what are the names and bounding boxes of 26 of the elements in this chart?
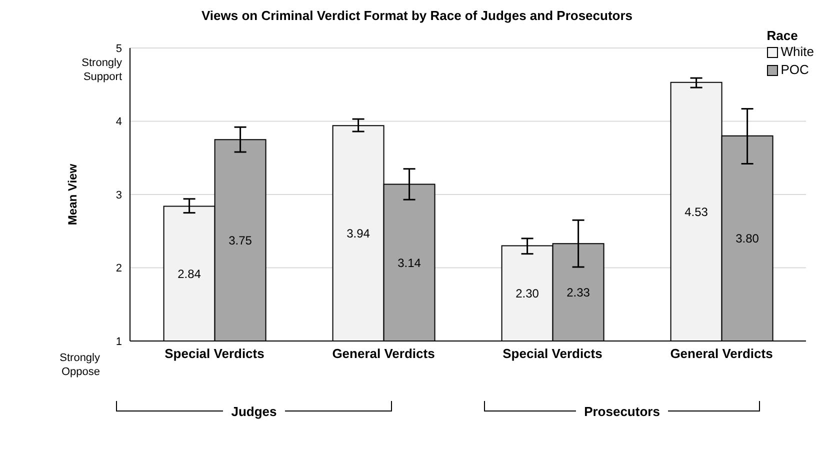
data-label: 3.75 [228,234,252,248]
legend-title: Race [766,28,799,43]
x-tick-label: General Verdicts [332,346,435,362]
y-tick-label: 2 [116,262,122,275]
x-tick-label: Special Verdicts [502,346,602,362]
data-label: 2.84 [178,266,202,281]
legend-label: White [780,43,814,61]
text: Strongly Support [80,56,122,84]
legend-label: POC [780,61,809,79]
y-tick-label: 5 [116,42,122,55]
y-tick-label: 1 [116,336,122,348]
data-label: 3.94 [346,226,370,241]
y-tick-label: 3 [116,189,122,202]
text: Prosecutors [576,404,668,419]
data-label: 3.80 [736,232,760,246]
data-label: 3.14 [398,256,422,270]
y-axis-title: Mean View [65,163,80,226]
chart-title: Views on Criminal Verdict Format by Race of Judges and Prosecutors [200,8,634,23]
data-label: 2.30 [516,286,540,301]
y-tick-label: 4 [116,116,122,128]
x-tick-label: General Verdicts [670,346,773,362]
data-label: 4.53 [684,204,708,219]
data-label: 2.33 [566,286,590,300]
x-tick-label: Special Verdicts [164,346,264,362]
text: Judges [223,404,285,419]
text: Strongly Oppose [58,351,100,379]
